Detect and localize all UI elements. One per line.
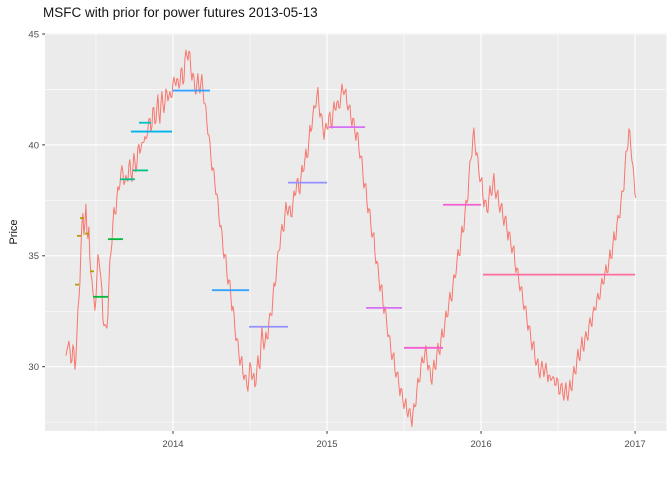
price-series-line [65, 49, 637, 427]
x-tick-label: 2014 [162, 439, 183, 450]
y-tick-label: 35 [28, 251, 39, 262]
panel-background [45, 33, 667, 431]
y-tick-label: 30 [28, 362, 39, 373]
chart-title: MSFC with prior for power futures 2013-0… [43, 5, 318, 20]
y-tick-label: 40 [28, 140, 39, 151]
y-axis-title: Price [8, 219, 20, 245]
x-tick-label: 2016 [470, 439, 491, 450]
y-tick-label: 45 [28, 29, 39, 40]
x-tick-label: 2015 [316, 439, 337, 450]
x-tick-label: 2017 [625, 439, 646, 450]
